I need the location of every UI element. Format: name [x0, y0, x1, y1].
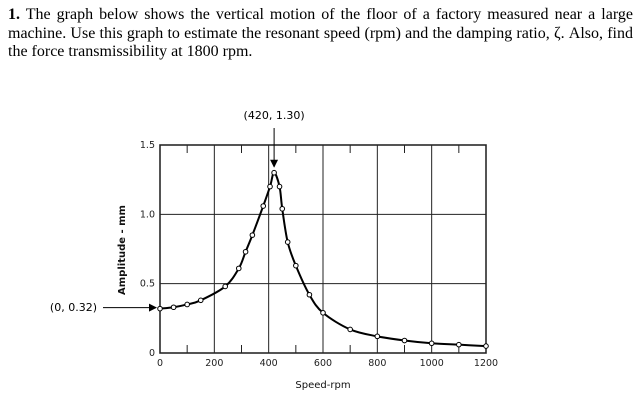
data-point	[222, 283, 228, 290]
data-point	[428, 340, 435, 347]
x-tick-label: 1000	[420, 358, 444, 369]
data-point	[401, 337, 408, 344]
x-tick-label: 0	[157, 358, 163, 369]
problem-number: 1.	[8, 6, 20, 23]
data-point	[374, 333, 381, 340]
intercept-annotation: (0, 0.32)	[50, 301, 97, 314]
data-point	[284, 239, 291, 245]
data-point	[170, 304, 177, 311]
y-axis-label: Amplitude - mm	[117, 205, 128, 295]
y-tick-label: 0.5	[140, 279, 155, 290]
data-point	[306, 291, 313, 298]
problem-text: The graph below shows the vertical motio…	[8, 6, 633, 60]
data-point	[483, 343, 489, 349]
y-tick-label: 1.0	[140, 209, 155, 220]
x-tick-label: 400	[260, 358, 278, 369]
x-tick-label: 600	[314, 358, 332, 369]
data-point	[197, 297, 204, 304]
x-tick-label: 800	[368, 358, 386, 369]
y-tick-label: 0	[149, 348, 155, 359]
peak-annotation: (420, 1.30)	[244, 109, 305, 122]
data-point	[276, 183, 283, 190]
data-point	[249, 232, 256, 238]
data-point	[456, 341, 462, 348]
data-point	[267, 183, 273, 190]
data-point	[279, 205, 286, 212]
data-point	[157, 305, 163, 312]
x-axis-label: Speed-rpm	[295, 380, 350, 391]
data-point	[271, 169, 277, 176]
grid	[159, 144, 487, 354]
x-tick-label: 1200	[474, 358, 498, 369]
y-tick-label: 1.5	[140, 140, 155, 151]
data-point	[347, 326, 353, 333]
data-point	[260, 203, 267, 209]
data-point	[293, 262, 299, 269]
data-point	[235, 265, 242, 272]
problem-statement: 1. The graph below shows the vertical mo…	[8, 6, 633, 62]
data-point	[242, 248, 249, 255]
data-point	[320, 309, 326, 316]
data-point	[184, 301, 190, 308]
x-tick-label: 200	[205, 358, 223, 369]
